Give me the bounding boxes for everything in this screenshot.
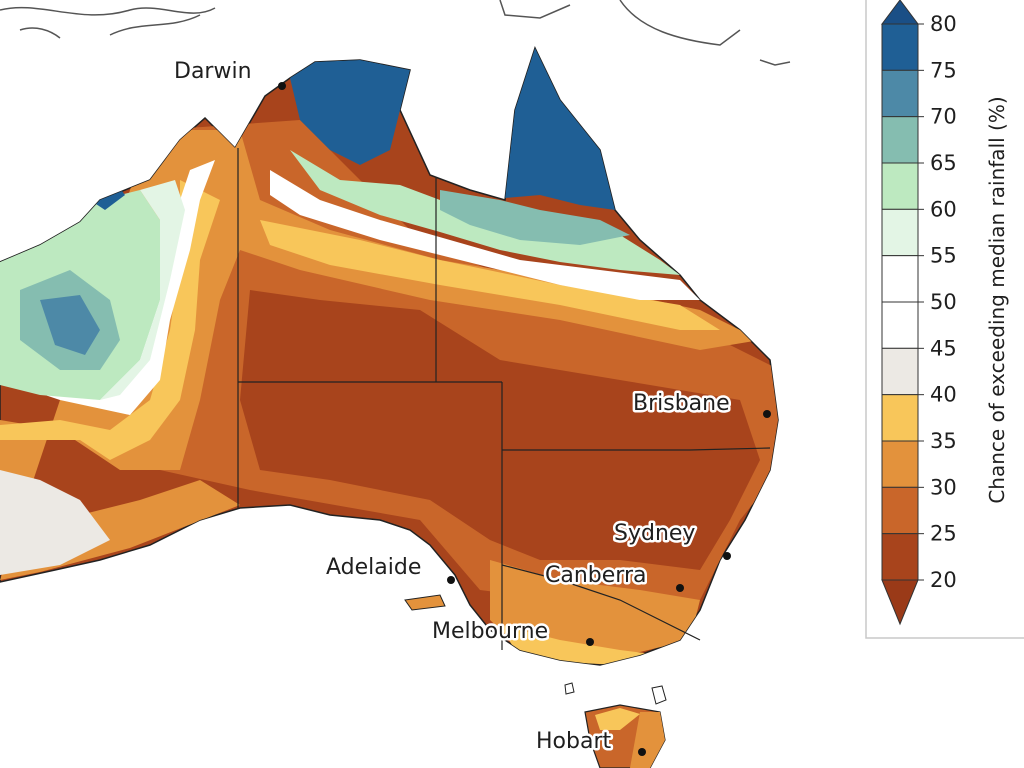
city-dot-darwin	[278, 82, 286, 90]
shade-35-40-vic	[500, 625, 660, 665]
city-dot-hobart	[638, 748, 646, 756]
kangaroo-island	[404, 594, 446, 611]
city-label-melbourne: Melbourne	[432, 619, 548, 644]
city-label-darwin: Darwin	[174, 59, 252, 84]
legend-tick-label: 20	[930, 568, 957, 592]
legend-band	[881, 116, 919, 164]
king-island	[564, 682, 575, 695]
city-markers: Darwin Brisbane Sydney Canberra Adelaide…	[172, 57, 771, 757]
legend-band	[881, 23, 919, 71]
legend-band	[881, 394, 919, 442]
legend-tick-label: 25	[930, 522, 957, 546]
shade-55-60-west-edge	[100, 180, 185, 400]
legend-tick-label: 35	[930, 429, 957, 453]
legend-band	[881, 208, 919, 257]
legend-band	[881, 486, 919, 535]
city-adelaide: Adelaide	[324, 553, 455, 584]
legend-tick-label: 75	[930, 58, 957, 82]
shade-35-40-north	[260, 220, 720, 330]
city-dot-melbourne	[586, 638, 594, 646]
shade-75-80-topend	[290, 60, 410, 165]
legend-tick-label: 30	[930, 475, 957, 499]
shade-35-40	[0, 180, 220, 460]
rainfall-shading	[0, 48, 778, 665]
city-label-hobart: Hobart	[536, 729, 611, 754]
shade-40-45-west	[0, 470, 110, 575]
city-sydney: Sydney	[612, 519, 731, 560]
city-label-brisbane: Brisbane	[633, 391, 730, 416]
legend-band	[881, 301, 919, 349]
legend-tick-label: 45	[930, 336, 957, 360]
shade-65-70-north	[440, 190, 630, 245]
legend-band	[881, 440, 919, 488]
flinders-island	[651, 685, 667, 705]
state-borders	[237, 148, 771, 650]
city-label-adelaide: Adelaide	[326, 555, 421, 580]
shade-75-80-capeyork	[505, 48, 615, 210]
shade-70-75-west	[40, 295, 100, 355]
city-dot-adelaide	[447, 576, 455, 584]
shade-45-55-north	[270, 170, 700, 300]
city-label-sydney: Sydney	[614, 521, 695, 546]
legend-extend-low	[881, 579, 919, 626]
city-canberra: Canberra	[543, 561, 684, 592]
border-qld-nsw	[502, 447, 771, 451]
legend: 80 75 70 65 60 55 50 45 40 35 30 25 20 Chance of exc…	[865, 0, 1024, 639]
legend-title: Chance of exceeding median rainfall (%)	[985, 96, 1009, 503]
legend-band	[881, 255, 919, 303]
tasmania-north-shade	[595, 708, 640, 730]
legend-band	[881, 69, 919, 118]
city-dot-brisbane	[763, 410, 771, 418]
city-darwin: Darwin	[172, 57, 286, 90]
neighbour-coastlines	[0, 0, 791, 66]
city-label-canberra: Canberra	[545, 563, 646, 588]
legend-tick-label: 80	[930, 12, 957, 36]
legend-ticks: 80 75 70 65 60 55 50 45 40 35 30 25 20	[918, 12, 957, 592]
legend-tick-label: 60	[930, 197, 957, 221]
legend-band	[881, 533, 919, 581]
city-dot-sydney	[723, 552, 731, 560]
shade-30-35-south	[490, 560, 700, 660]
shade-40-50	[0, 160, 215, 415]
city-brisbane: Brisbane	[631, 389, 771, 419]
border-nsw-vic	[501, 564, 701, 641]
city-hobart: Hobart	[534, 727, 646, 757]
city-melbourne: Melbourne	[430, 617, 594, 647]
legend-tick-label: 65	[930, 151, 957, 175]
city-dot-canberra	[676, 584, 684, 592]
legend-tick-label: 55	[930, 244, 957, 268]
legend-band	[881, 162, 919, 210]
legend-tick-label: 40	[930, 383, 957, 407]
shade-20-25	[240, 290, 760, 570]
legend-tick-label: 50	[930, 290, 957, 314]
legend-tick-label: 70	[930, 105, 957, 129]
legend-band	[881, 347, 919, 396]
legend-bands	[881, 0, 919, 626]
